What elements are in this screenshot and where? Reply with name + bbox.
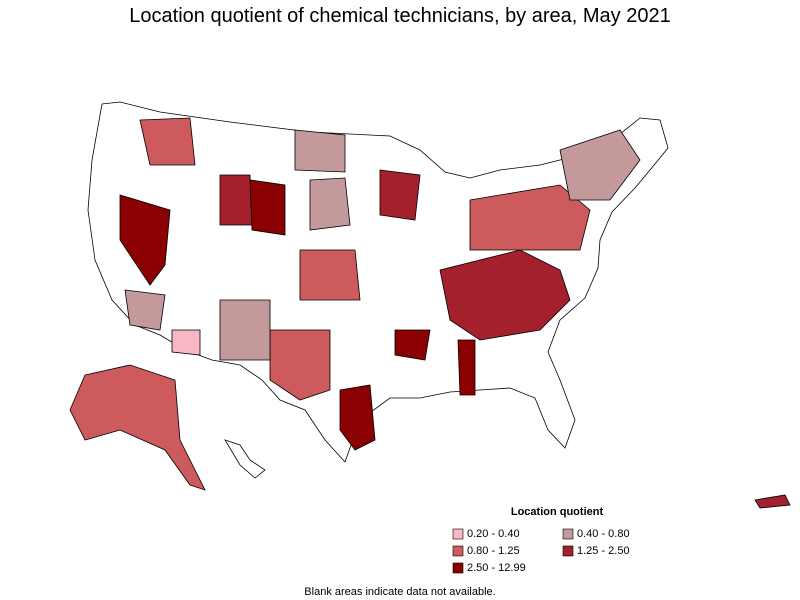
region (439, 249, 571, 341)
footnote: Blank areas indicate data not available. (304, 586, 495, 598)
legend-swatch (452, 528, 464, 540)
legend-label: 1.25 - 2.50 (577, 545, 630, 557)
region (219, 174, 253, 226)
map-title: Location quotient of chemical technician… (129, 5, 670, 27)
region (249, 179, 286, 236)
region (269, 329, 331, 401)
legend-label: 0.80 - 1.25 (467, 545, 520, 557)
region (559, 129, 641, 201)
legend: 0.20 - 0.40 0.40 - 0.80 0.80 - 1.25 1.25 - … (452, 528, 630, 574)
region (124, 289, 166, 331)
legend-swatch (562, 528, 574, 540)
us-map (69, 101, 791, 509)
region (299, 249, 361, 301)
puerto-rico (754, 494, 791, 509)
region (219, 299, 271, 361)
legend-swatch (452, 545, 464, 557)
region (457, 339, 476, 396)
region (379, 169, 421, 221)
hawaii (224, 439, 266, 479)
region (339, 384, 376, 451)
region (394, 329, 431, 361)
legend-label: 0.20 - 0.40 (467, 528, 520, 540)
legend-title: Location quotient (511, 506, 604, 518)
region (119, 194, 171, 286)
region (139, 117, 196, 166)
region (294, 129, 346, 173)
region (171, 329, 201, 356)
region (309, 177, 351, 231)
region (469, 184, 591, 251)
legend-label: 0.40 - 0.80 (577, 528, 630, 540)
legend-swatch (562, 545, 574, 557)
alaska (69, 364, 206, 491)
legend-swatch (452, 562, 464, 574)
legend-label: 2.50 - 12.99 (467, 562, 526, 574)
